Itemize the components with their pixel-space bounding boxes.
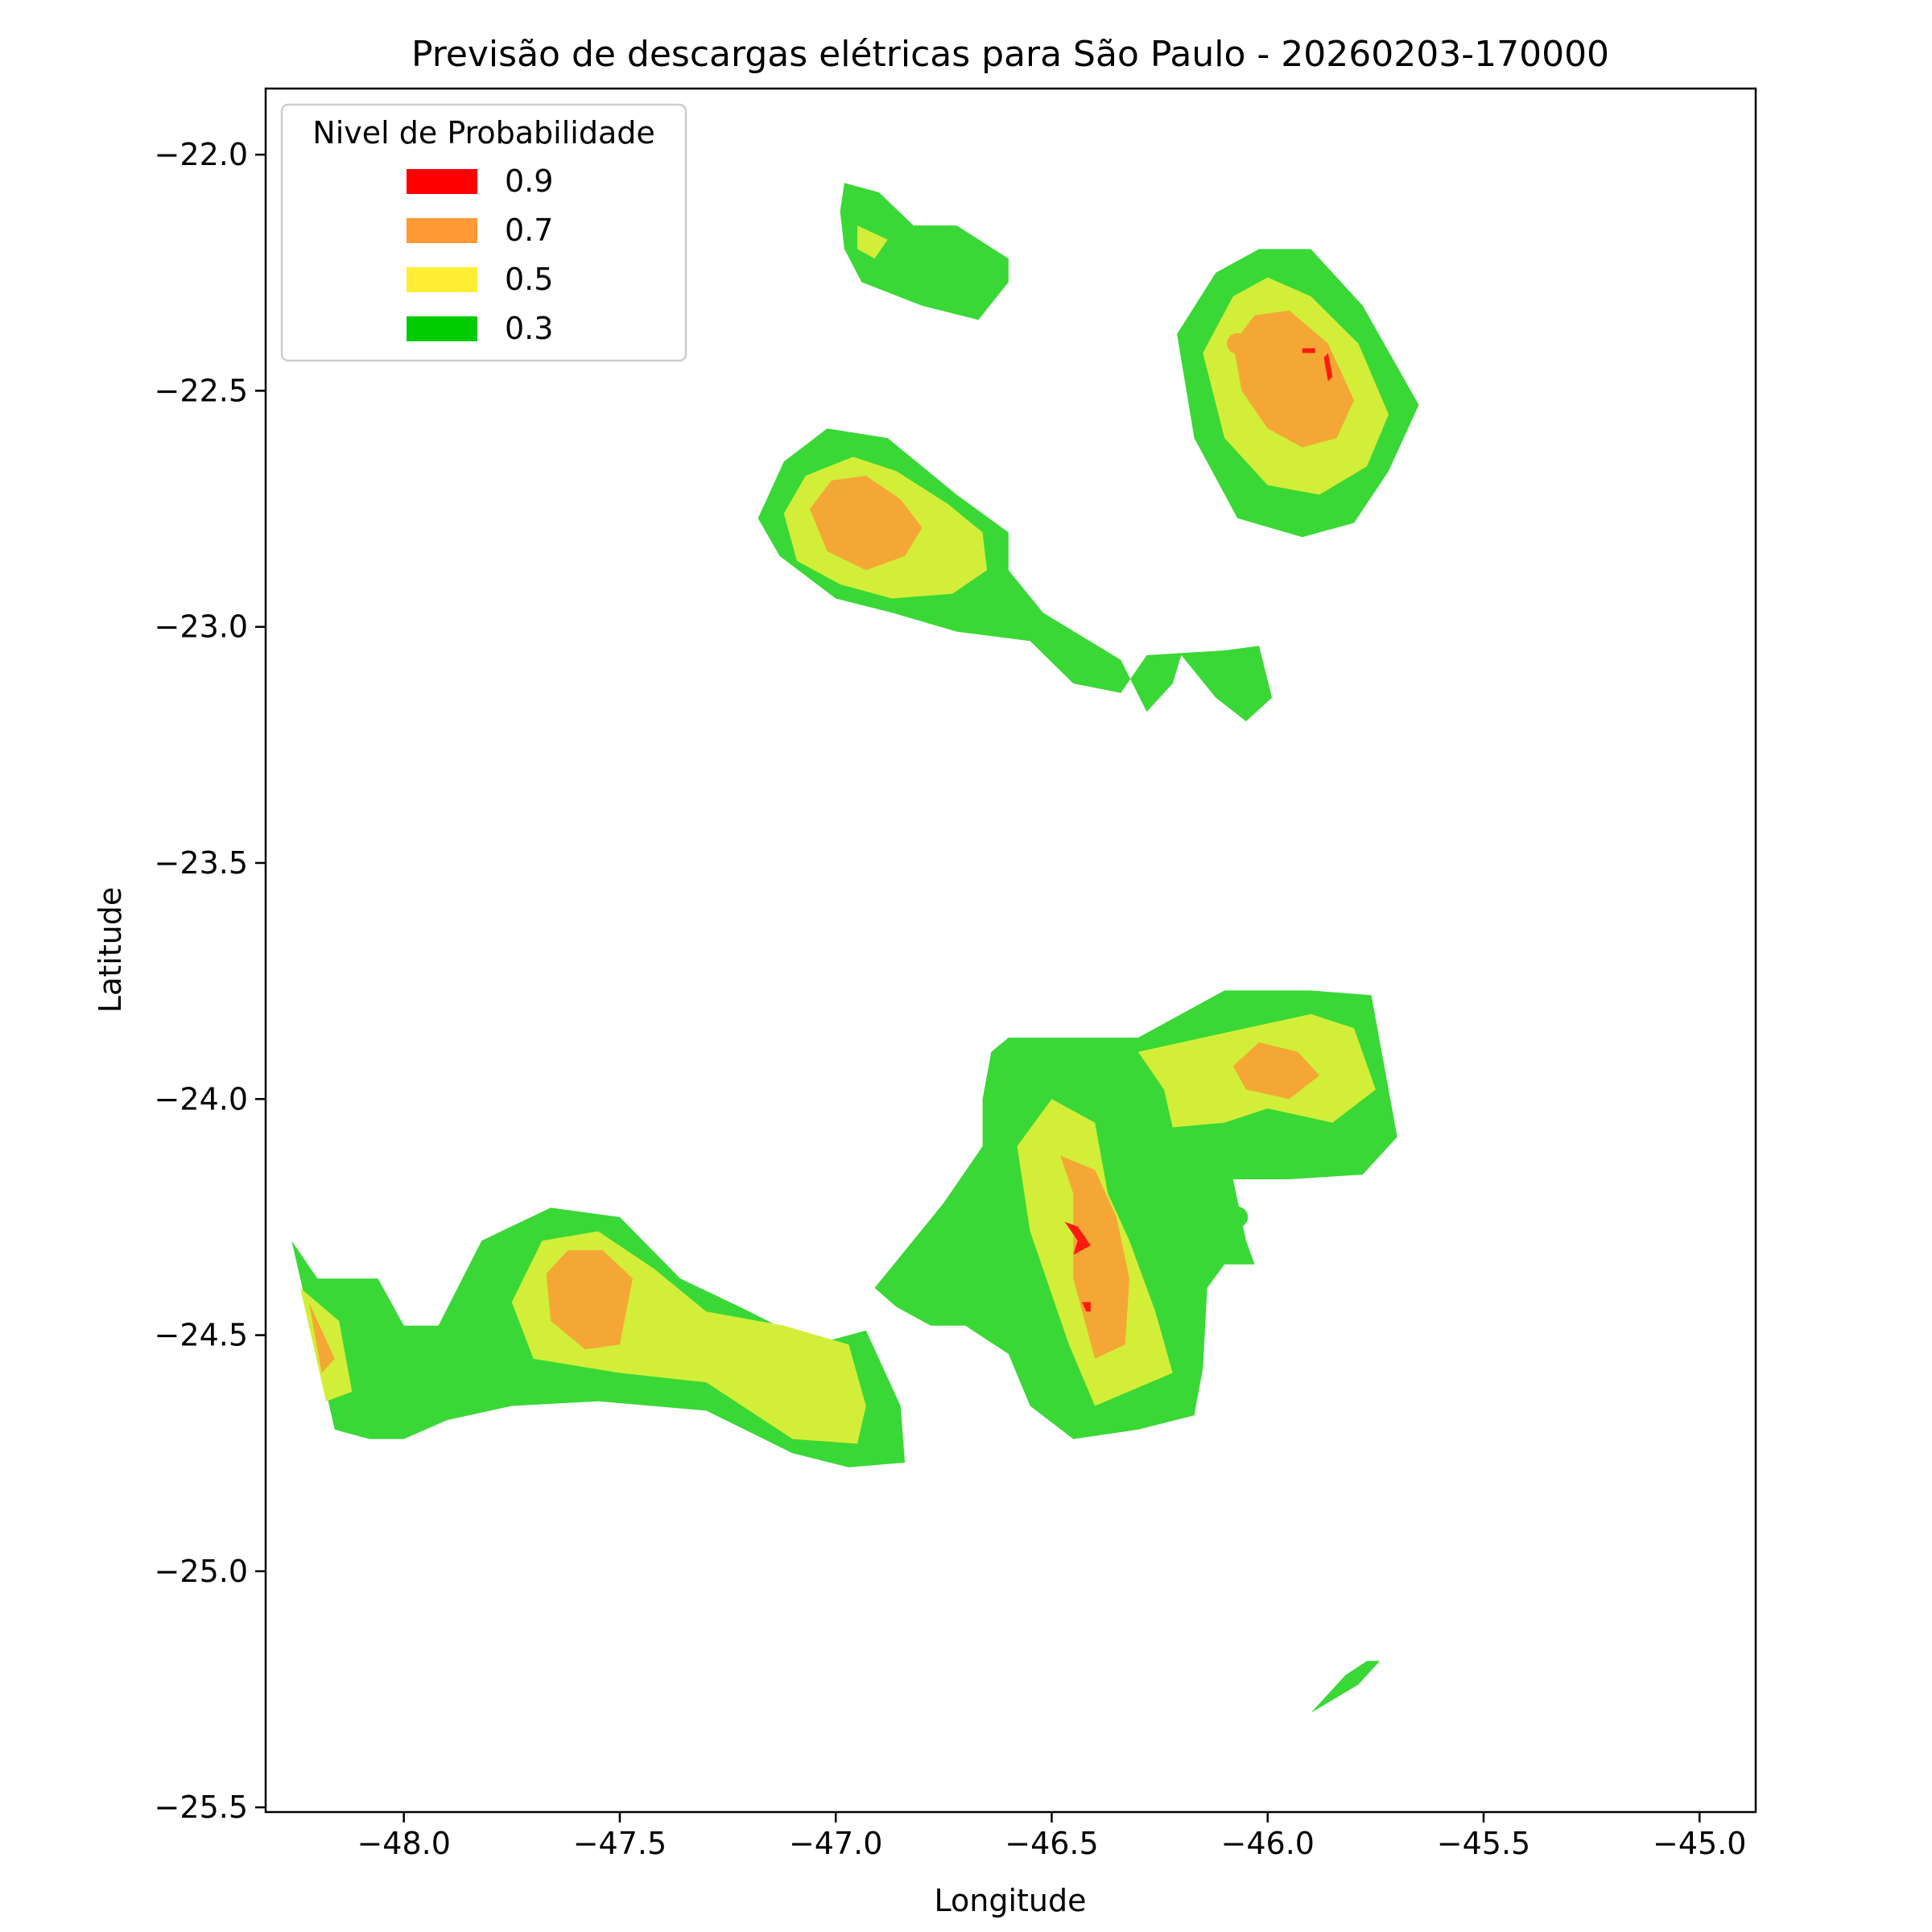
x-tick-label: −48.0 (357, 1826, 450, 1861)
probability-region-0_7 (810, 476, 923, 571)
probability-marker (1227, 332, 1249, 354)
legend-title: Nivel de Probabilidade (312, 115, 654, 151)
y-tick-label: −22.0 (155, 137, 248, 172)
probability-region-0_9 (1302, 348, 1315, 353)
probability-marker (1227, 1206, 1249, 1228)
y-tick-label: −24.5 (155, 1318, 248, 1353)
probability-region-0_7 (1232, 1042, 1320, 1100)
probability-region-0_7 (1232, 310, 1354, 448)
legend-swatch (407, 218, 477, 243)
y-tick-label: −22.5 (155, 373, 248, 408)
probability-region-0_9 (1082, 1302, 1091, 1312)
legend-swatch (407, 169, 477, 194)
plot-frame (264, 87, 1757, 1814)
legend-box (280, 103, 687, 362)
x-tick-label: −45.5 (1437, 1826, 1530, 1861)
probability-region-0_5 (857, 225, 888, 259)
y-tick-label: −23.5 (155, 845, 248, 881)
legend-label: 0.7 (505, 213, 553, 248)
probability-region-0_3 (1311, 1661, 1381, 1713)
y-axis-label: Latitude (93, 887, 128, 1013)
y-tick-label: −23.0 (155, 609, 248, 645)
x-tick-label: −47.5 (573, 1826, 667, 1861)
x-tick-label: −47.0 (789, 1826, 882, 1861)
legend-swatch (407, 316, 477, 341)
probability-region-0_9 (1064, 1221, 1091, 1255)
chart-title: Previsão de descargas elétricas para São… (411, 34, 1609, 75)
legend: Nivel de Probabilidade 0.9 0.7 0.5 0.3 (280, 103, 687, 362)
y-axis-ticks: −22.0 −22.5 −23.0 −23.5 −24.0 −24.5 −25.0 −25.5 (155, 137, 266, 1825)
probability-regions (291, 183, 1419, 1713)
legend-swatch (407, 267, 477, 292)
probability-region-0_7 (546, 1250, 633, 1350)
y-tick-label: −24.0 (155, 1081, 248, 1117)
probability-markers (1227, 332, 1249, 1228)
probability-region-0_3 (840, 183, 1009, 320)
legend-label: 0.9 (505, 163, 553, 199)
y-tick-label: −25.5 (155, 1790, 248, 1825)
legend-entries: 0.9 0.7 0.5 0.3 (407, 163, 553, 346)
probability-region-0_7 (308, 1302, 335, 1373)
x-axis-label: Longitude (935, 1883, 1087, 1918)
x-axis-ticks: −48.0 −47.5 −47.0 −46.5 −46.0 −45.5 −45.0 (357, 1812, 1746, 1861)
x-tick-label: −45.0 (1653, 1826, 1746, 1861)
legend-label: 0.5 (505, 262, 553, 297)
probability-region-0_7 (1060, 1155, 1129, 1359)
x-tick-label: −46.5 (1005, 1826, 1098, 1861)
probability-region-0_9 (1323, 353, 1333, 382)
x-tick-label: −46.0 (1221, 1826, 1315, 1861)
y-tick-label: −25.0 (155, 1554, 248, 1589)
legend-label: 0.3 (505, 311, 553, 346)
